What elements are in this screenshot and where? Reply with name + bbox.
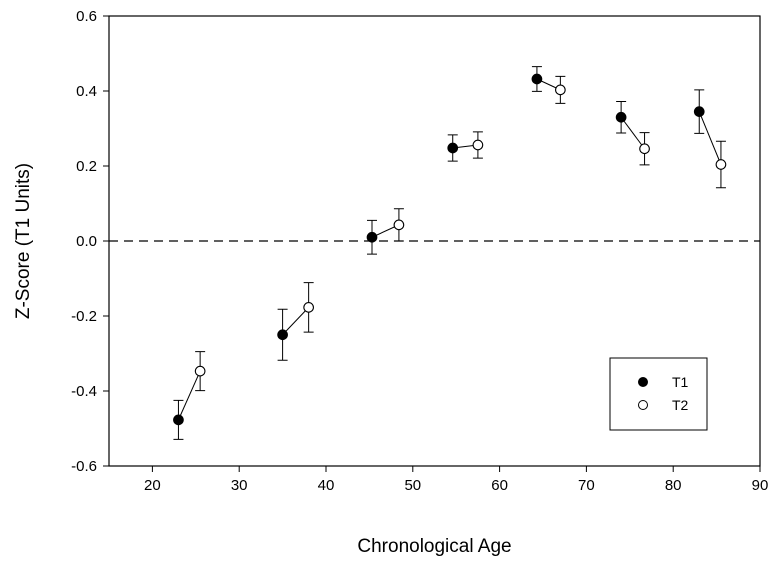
x-tick-label: 80 [665,477,682,494]
data-point-t1 [366,231,378,243]
pair-connector [282,307,310,336]
legend-label-t1: T1 [672,374,689,390]
pair-connector [620,116,645,150]
legend: T1 T2 [609,357,708,431]
y-tick-label: -0.2 [71,308,97,325]
data-point-t2 [639,143,650,155]
y-tick-label: 0.4 [76,83,97,100]
data-point-t1 [531,73,543,85]
pair-connector [698,111,722,165]
data-point-t2 [393,219,405,231]
y-axis-title: Z-Score (T1 Units) [13,163,34,319]
x-axis: 20 30 40 50 60 70 80 90 [144,466,768,494]
data-point-t2 [715,159,727,170]
y-axis: -0.6 -0.4 -0.2 0.0 0.2 0.4 0.6 [71,8,109,475]
data-point-t1 [447,142,459,154]
data-point-t2 [303,302,314,313]
data-point-t1 [173,414,184,426]
data-point-t1 [277,329,288,341]
data-points [173,73,727,426]
data-point-t2 [472,139,484,151]
x-tick-label: 50 [404,477,421,494]
legend-marker-t2 [638,400,648,410]
x-tick-label: 70 [578,477,595,494]
legend-box [609,357,708,431]
y-tick-label: 0.6 [76,8,97,25]
legend-label-t2: T2 [672,397,689,413]
pair-connector [177,370,201,421]
data-point-t2 [194,365,206,377]
x-tick-label: 60 [491,477,508,494]
x-axis-title: Chronological Age [357,536,511,557]
y-tick-label: -0.6 [71,458,97,475]
y-tick-label: 0.2 [76,158,97,175]
y-tick-label: -0.4 [71,383,97,400]
legend-marker-t1 [638,377,648,387]
data-point-t2 [555,84,566,96]
x-tick-label: 30 [231,477,248,494]
data-point-t1 [693,106,705,117]
y-tick-label: 0.0 [76,233,97,250]
data-point-t1 [615,111,627,123]
x-tick-label: 40 [318,477,335,494]
x-tick-label: 90 [752,477,769,494]
x-tick-label: 20 [144,477,161,494]
